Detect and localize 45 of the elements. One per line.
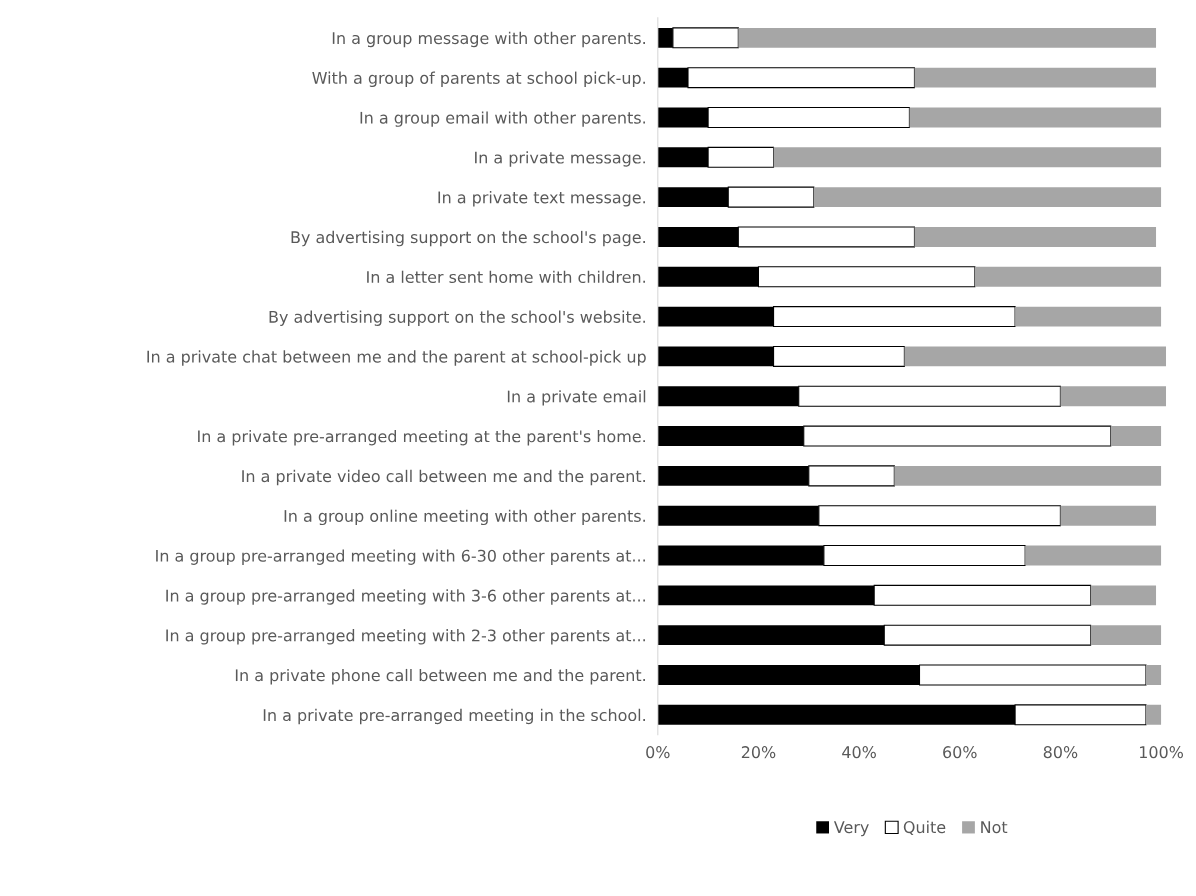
y-tick-label: In a group pre-arranged meeting with 3-6 other parents at... (166, 589, 645, 605)
y-tick-label: In a private phone call between me and the parent. (235, 668, 645, 685)
y-tick-label: In a group message with other parents. (332, 31, 645, 48)
bar (904, 346, 1167, 367)
y-tick-label: In a letter sent home with children. (367, 270, 645, 284)
y-tick-label: In a private pre-arranged meeting at the parent's home. (198, 429, 645, 446)
y-tick-label: In a group pre-arranged meeting with 2-3 other parents at... (166, 629, 645, 645)
bar (1090, 625, 1162, 646)
bar (1145, 704, 1162, 725)
bar (1145, 665, 1162, 685)
bar (1060, 505, 1157, 526)
bar (1090, 585, 1157, 606)
bar (909, 107, 1162, 128)
y-tick-label: In a private text message. (438, 191, 645, 207)
y-tick-label: With a group of parents at school pick-up. (312, 71, 645, 88)
y-tick-label: In a private video call between me and the parent. (242, 469, 645, 486)
bar (1015, 306, 1162, 327)
x-tick-label: 20% (741, 746, 776, 759)
y-tick-label: In a private pre-arranged meeting in the school. (263, 708, 645, 725)
bar (738, 27, 1157, 48)
y-tick-label: In a private email (507, 390, 646, 406)
y-tick-label: By advertising support on the school's website. (269, 310, 645, 326)
bar (773, 147, 1162, 168)
x-tick-label: 100% (1139, 746, 1184, 759)
y-tick-label: In a private chat between me and the parent at school-pick up (147, 350, 646, 366)
y-tick-label: In a private message. (475, 151, 645, 167)
bar (1110, 426, 1162, 447)
bar (914, 67, 1157, 88)
legend-label: Quite (903, 820, 946, 835)
legend-label: Not (981, 821, 1008, 834)
bar (974, 266, 1162, 287)
bar (1060, 386, 1167, 407)
legend-label: Very (833, 821, 869, 837)
bar (813, 187, 1162, 208)
y-tick-label: In a group online meeting with other parents. (284, 509, 645, 526)
x-tick-label: 0% (646, 746, 670, 759)
bar (914, 226, 1157, 247)
y-tick-label: In a group pre-arranged meeting with 6-30 other parents at... (156, 549, 645, 565)
bar (894, 465, 1162, 486)
y-tick-label: In a group email with other parents. (360, 111, 645, 127)
x-tick-label: 60% (943, 746, 977, 759)
y-tick-label: By advertising support on the school's page. (291, 230, 645, 247)
x-tick-label: 80% (1043, 746, 1078, 759)
bar (1025, 545, 1162, 566)
x-tick-label: 40% (842, 746, 876, 759)
